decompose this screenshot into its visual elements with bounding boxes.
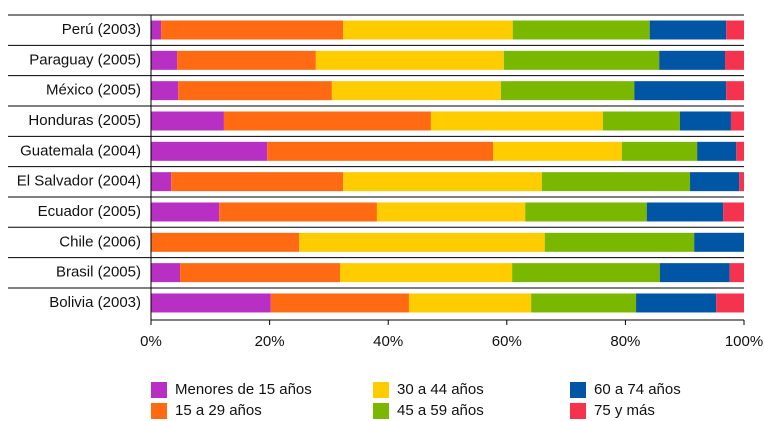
bar-segment (725, 50, 744, 70)
bar-segment (151, 232, 300, 252)
x-tick-label: 0% (140, 333, 162, 350)
bar-segment (512, 20, 650, 40)
y-tick-label: Ecuador (2005) (38, 203, 141, 220)
legend-label: 30 a 44 años (397, 381, 484, 398)
x-tick-label: 80% (610, 333, 640, 350)
bar-segment (343, 20, 513, 40)
bar-segment (151, 81, 179, 101)
bar-segment (726, 81, 744, 101)
bar-segment (679, 111, 731, 131)
bar-segment (151, 50, 178, 70)
y-tick-label: México (2005) (46, 82, 141, 99)
bar-segment (525, 202, 647, 222)
x-tick-label: 40% (373, 333, 403, 350)
bar-segment (340, 263, 513, 283)
bar-segment (408, 293, 532, 313)
bar-segment (177, 50, 316, 70)
bar-segment (541, 172, 691, 192)
bar-segment (716, 293, 744, 313)
legend-label: 75 y más (594, 402, 655, 419)
y-tick-label: Chile (2006) (59, 233, 141, 250)
bar-segment (493, 141, 622, 161)
bar-segment (690, 172, 740, 192)
bar-segment (500, 81, 635, 101)
bar-segment (697, 141, 737, 161)
bar-segment (634, 81, 727, 101)
bar-segment (739, 172, 744, 192)
legend-swatch (151, 403, 167, 419)
bar-segment (621, 141, 698, 161)
bar-segment (219, 202, 377, 222)
bar-segment (736, 141, 744, 161)
legend-label: 60 a 74 años (594, 381, 681, 398)
bar-segment (659, 263, 730, 283)
bar-segment (161, 20, 344, 40)
legend-label: 45 a 59 años (397, 402, 484, 419)
bar-segment (267, 141, 494, 161)
bar-segment (151, 263, 181, 283)
bar-segment (223, 111, 431, 131)
bar-segment (151, 20, 162, 40)
y-tick-label: Guatemala (2004) (20, 142, 141, 159)
bar-segment (270, 293, 409, 313)
bar-segment (723, 202, 744, 222)
bar-segment (315, 50, 504, 70)
x-tick-label: 60% (492, 333, 522, 350)
bar-segment (503, 50, 660, 70)
bar-segment (331, 81, 501, 101)
bar-segment (544, 232, 695, 252)
bar-segment (171, 172, 344, 192)
legend-swatch (373, 382, 389, 398)
bar-segment (636, 293, 717, 313)
legend-swatch (151, 382, 167, 398)
legend-label: Menores de 15 años (175, 381, 312, 398)
legend-label: 15 a 29 años (175, 402, 262, 419)
y-tick-label: Bolivia (2003) (49, 294, 141, 311)
bar-segment (343, 172, 542, 192)
bar-segment (602, 111, 680, 131)
bar-segment (376, 202, 526, 222)
bar-segment (430, 111, 603, 131)
bar-segment (729, 263, 744, 283)
bar-segment (151, 141, 268, 161)
bar-segment (694, 232, 744, 252)
bar-segment (151, 202, 220, 222)
bar-segment (646, 202, 724, 222)
bar-segment (151, 293, 271, 313)
bar-segment (531, 293, 637, 313)
legend-swatch (373, 403, 389, 419)
y-tick-label: Brasil (2005) (56, 264, 141, 281)
bar-segment (180, 263, 341, 283)
y-tick-label: El Salvador (2004) (17, 173, 141, 190)
y-tick-label: Honduras (2005) (28, 112, 141, 129)
bar-segment (649, 20, 727, 40)
legend-swatch (570, 403, 586, 419)
bar-segment (299, 232, 545, 252)
bar-segment (726, 20, 744, 40)
x-tick-label: 20% (255, 333, 285, 350)
bar-segment (151, 172, 172, 192)
bar-segment (151, 111, 224, 131)
bar-segment (178, 81, 332, 101)
bar-segment (730, 111, 744, 131)
y-tick-label: Paraguay (2005) (29, 51, 141, 68)
legend-swatch (570, 382, 586, 398)
x-tick-label: 100% (725, 333, 763, 350)
bar-segment (512, 263, 660, 283)
bar-segment (659, 50, 726, 70)
y-tick-label: Perú (2003) (62, 21, 141, 38)
